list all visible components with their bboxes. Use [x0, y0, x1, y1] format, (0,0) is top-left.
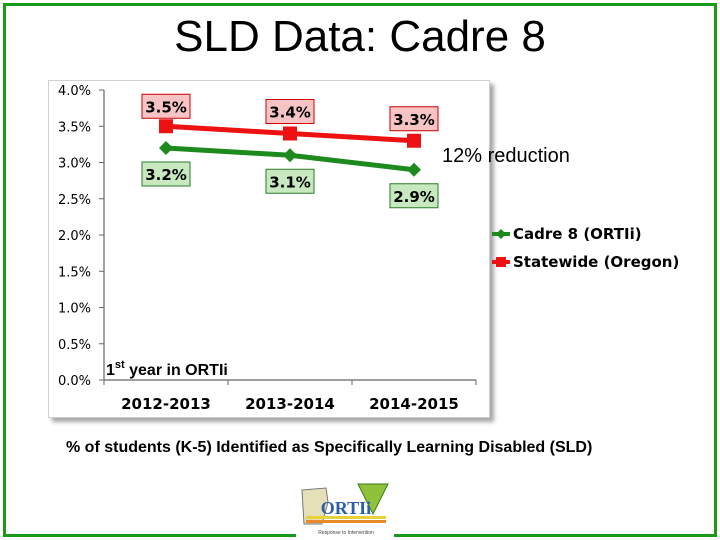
data-label-statewide: 3.3% [393, 111, 435, 129]
reduction-annotation: 12% reduction [442, 145, 570, 167]
first-year-annotation: 1st year in ORTIi [106, 359, 228, 379]
data-label-cadre8-box [141, 161, 191, 187]
data-label-cadre8: 3.2% [145, 166, 187, 184]
data-point [283, 148, 297, 163]
logo-tagline: Response to Intervention [318, 530, 374, 536]
ortii-logo: ORTIi Response to Intervention [296, 480, 394, 538]
slide-title: SLD Data: Cadre 8 [174, 12, 546, 61]
data-label-statewide: 3.5% [145, 98, 187, 116]
y-tick-label: 0.5% [58, 338, 91, 353]
data-label-cadre8-box [389, 183, 439, 209]
y-tick-label: 2.5% [58, 193, 91, 208]
y-tick-label: 0.0% [58, 374, 91, 389]
y-tick-label: 3.5% [58, 120, 91, 135]
data-point [159, 141, 173, 155]
y-tick-label: 1.0% [58, 302, 91, 317]
data-label-cadre8: 3.1% [269, 173, 311, 191]
legend-marker [496, 257, 506, 267]
data-label-statewide-box [389, 106, 439, 132]
y-tick-label: 1.5% [58, 265, 91, 280]
data-point [407, 133, 421, 148]
logo-text: ORTIi [321, 498, 371, 518]
y-tick-label: 4.0% [58, 84, 91, 99]
legend-label: Statewide (Oregon) [513, 253, 679, 271]
data-label-statewide: 3.4% [269, 104, 311, 122]
legend-marker [496, 229, 506, 239]
legend-label: Cadre 8 (ORTIi) [513, 225, 642, 243]
data-label-cadre8-box [265, 168, 315, 194]
data-label-statewide-box [141, 93, 191, 119]
y-tick-label: 2.0% [58, 229, 91, 244]
data-point [159, 119, 173, 134]
x-tick-label: 2012-2013 [121, 395, 211, 413]
data-point [407, 162, 421, 177]
x-tick-label: 2014-2015 [369, 395, 459, 413]
data-point [283, 126, 297, 141]
x-tick-label: 2013-2014 [245, 395, 335, 413]
y-tick-label: 3.0% [58, 157, 91, 172]
chart-caption: % of students (K-5) Identified as Specif… [66, 439, 593, 456]
data-label-statewide-box [265, 99, 315, 124]
data-label-cadre8: 2.9% [393, 188, 435, 206]
